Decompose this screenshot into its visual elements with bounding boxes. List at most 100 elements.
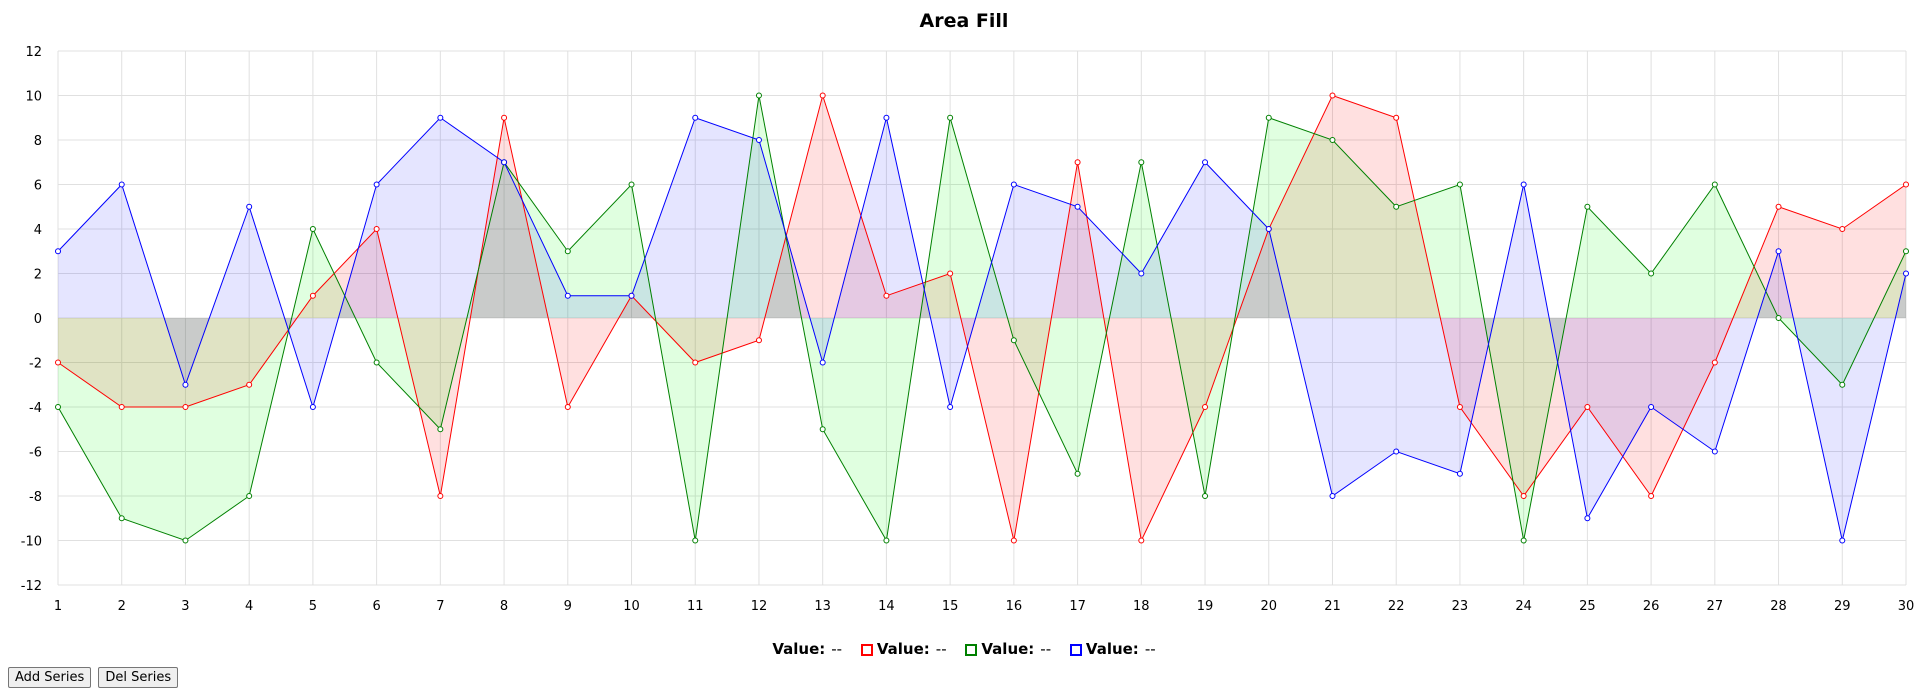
series-1-point — [501, 114, 508, 121]
series-2-point — [1648, 270, 1655, 277]
x-tick-label: 5 — [309, 599, 317, 614]
legend-series-2-value: -- — [1040, 640, 1052, 658]
series-1-point — [1520, 493, 1527, 499]
series-2-point — [309, 226, 316, 232]
legend-series-1-value: -- — [935, 640, 947, 658]
x-tick-label: 25 — [1579, 599, 1596, 614]
series-3-point — [1329, 493, 1336, 499]
series-3-point — [1648, 404, 1655, 410]
legend: Value: -- Value: -- Value: -- Value: -- — [0, 640, 1928, 658]
series-2-point — [755, 92, 762, 99]
series-2-point — [246, 493, 253, 499]
legend-series-1-label: Value: — [876, 640, 930, 658]
series-3-point — [1074, 203, 1081, 210]
y-tick-label: 0 — [34, 312, 42, 327]
series-3-point — [1456, 470, 1463, 477]
series-3-point — [1775, 248, 1782, 255]
x-tick-label: 20 — [1260, 599, 1277, 614]
y-tick-label: 2 — [34, 268, 42, 283]
legend-series-3-label: Value: — [1085, 640, 1139, 658]
series-2-point — [118, 515, 125, 522]
legend-x-label: Value: — [772, 640, 826, 658]
x-tick-label: 6 — [372, 599, 380, 614]
series-3-line — [57, 117, 1907, 541]
x-tick-label: 2 — [118, 599, 126, 614]
x-tick-label: 19 — [1197, 599, 1214, 614]
x-tick-label: 15 — [942, 599, 959, 614]
series-1-point — [309, 292, 316, 299]
x-tick-label: 8 — [500, 599, 508, 614]
x-tick-label: 29 — [1834, 599, 1851, 614]
series-2-point — [883, 537, 890, 544]
series-3-point — [1520, 181, 1527, 188]
series-1-point — [437, 493, 444, 499]
series-3-point — [564, 292, 571, 299]
y-tick-label: 8 — [34, 134, 42, 149]
series-1-point — [1711, 359, 1718, 366]
legend-series-2: Value: -- — [965, 640, 1051, 658]
x-tick-label: 1 — [54, 599, 62, 614]
series-2-area — [58, 95, 1906, 541]
add-series-button[interactable]: Add Series — [8, 667, 92, 688]
series-3-point — [501, 159, 508, 166]
series-3-point — [1138, 270, 1145, 277]
x-tick-label: 27 — [1707, 599, 1724, 614]
x-tick-label: 30 — [1898, 599, 1915, 614]
y-tick-label: -12 — [21, 579, 42, 594]
x-tick-label: 28 — [1770, 599, 1787, 614]
y-tick-label: 6 — [34, 179, 42, 194]
y-tick-label: 12 — [25, 45, 42, 60]
x-tick-label: 17 — [1069, 599, 1086, 614]
x-tick-label: 12 — [751, 599, 768, 614]
series-2-point — [1456, 181, 1463, 188]
series-1-point — [1903, 181, 1909, 188]
y-tick-label: 10 — [25, 90, 42, 105]
series-2-point — [1584, 203, 1591, 210]
series-3-point — [1711, 448, 1718, 455]
y-tick-label: 4 — [34, 223, 42, 238]
legend-x-value: -- — [831, 640, 843, 658]
x-tick-label: 13 — [814, 599, 831, 614]
x-tick-label: 11 — [687, 599, 704, 614]
series-3-point — [755, 137, 762, 143]
series-1-point — [1456, 404, 1463, 410]
series-1-point — [1584, 404, 1591, 410]
legend-series-1: Value: -- — [860, 640, 947, 658]
x-tick-label: 16 — [1006, 599, 1023, 614]
series-1-point — [246, 381, 253, 388]
series-1-point — [947, 270, 954, 277]
del-series-button[interactable]: Del Series — [98, 667, 179, 688]
series-1-point — [819, 92, 826, 99]
series-2-point — [1903, 248, 1909, 255]
series-3-point — [947, 404, 954, 410]
series-2-point — [1138, 159, 1145, 166]
chart-title: Area Fill — [919, 10, 1009, 32]
series-2-point — [1074, 470, 1081, 477]
series-3-point — [1202, 159, 1209, 166]
series-2-point — [819, 426, 826, 433]
x-tick-label: 7 — [436, 599, 444, 614]
x-tick-label: 22 — [1388, 599, 1405, 614]
series-1-point — [755, 337, 762, 344]
series-2-point — [182, 537, 189, 544]
series-2-point — [1711, 181, 1718, 188]
y-tick-label: -6 — [29, 446, 42, 461]
y-tick-label: -4 — [29, 401, 42, 416]
legend-x: Value: -- — [772, 640, 842, 658]
series-3-point — [819, 359, 826, 366]
legend-marker-1 — [860, 644, 873, 656]
series-3-point — [1584, 515, 1591, 522]
series-1-point — [1138, 537, 1145, 544]
y-tick-label: -2 — [29, 357, 42, 372]
series-3-point — [1393, 448, 1400, 455]
series-3-point — [309, 404, 316, 410]
series-1-point — [883, 292, 890, 299]
x-tick-label: 23 — [1452, 599, 1469, 614]
series-2-point — [628, 181, 635, 188]
series-1-point — [55, 359, 61, 366]
series-3-area — [58, 117, 1906, 541]
x-tick-label: 26 — [1643, 599, 1660, 614]
y-tick-label: -8 — [29, 490, 42, 505]
series-2-point — [947, 114, 954, 121]
